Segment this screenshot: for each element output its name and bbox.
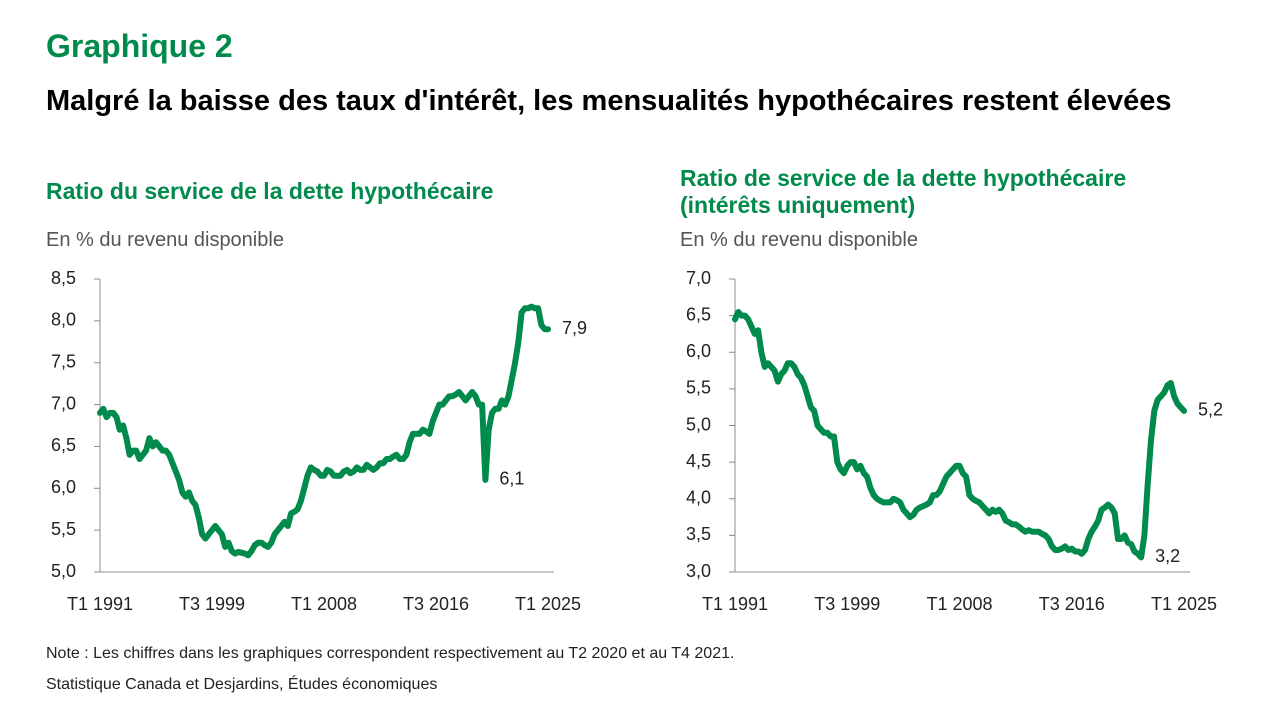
- x-tick-label: T1 2008: [291, 594, 357, 614]
- chart-subtitle: En % du revenu disponible: [680, 229, 918, 251]
- x-tick-label: T1 1991: [702, 594, 768, 614]
- y-tick-label: 5,5: [686, 378, 711, 398]
- y-tick-label: 6,5: [51, 435, 76, 455]
- x-tick-label: T3 2016: [403, 594, 469, 614]
- value-label: 6,1: [499, 469, 524, 489]
- source: Statistique Canada et Desjardins, Études…: [46, 676, 438, 693]
- x-tick-label: T3 2016: [1039, 594, 1105, 614]
- chart-title: Ratio du service de la dette hypothécair…: [46, 178, 494, 204]
- y-tick-label: 4,0: [686, 488, 711, 508]
- note: Note : Les chiffres dans les graphiques …: [46, 645, 735, 662]
- y-tick-label: 5,5: [51, 519, 76, 539]
- y-tick-label: 8,5: [51, 268, 76, 288]
- y-tick-label: 3,5: [686, 524, 711, 544]
- chart-subtitle: En % du revenu disponible: [46, 229, 284, 251]
- y-tick-label: 5,0: [51, 561, 76, 581]
- line: [97, 303, 551, 559]
- kicker: Graphique 2: [46, 28, 233, 64]
- x-tick-label: T1 2025: [1151, 594, 1217, 614]
- line: [732, 309, 1187, 561]
- y-tick-label: 3,0: [686, 561, 711, 581]
- y-tick-label: 7,0: [51, 393, 76, 413]
- y-tick-label: 8,0: [51, 310, 76, 330]
- y-tick-label: 4,5: [686, 451, 711, 471]
- value-label: 5,2: [1198, 400, 1223, 420]
- chart-title: Ratio de service de la dette hypothécair…: [680, 165, 1127, 218]
- x-tick-label: T1 2008: [926, 594, 992, 614]
- x-tick-label: T3 1999: [179, 594, 245, 614]
- y-tick-label: 7,5: [51, 351, 76, 371]
- page-title: Malgré la baisse des taux d'intérêt, les…: [46, 85, 1172, 117]
- value-label: 3,2: [1155, 546, 1180, 566]
- y-tick-label: 6,0: [686, 341, 711, 361]
- y-tick-label: 6,5: [686, 304, 711, 324]
- x-tick-label: T1 2025: [515, 594, 581, 614]
- value-label: 7,9: [562, 318, 587, 338]
- y-tick-label: 6,0: [51, 477, 76, 497]
- y-tick-label: 5,0: [686, 414, 711, 434]
- y-tick-label: 7,0: [686, 268, 711, 288]
- x-tick-label: T3 1999: [814, 594, 880, 614]
- x-tick-label: T1 1991: [67, 594, 133, 614]
